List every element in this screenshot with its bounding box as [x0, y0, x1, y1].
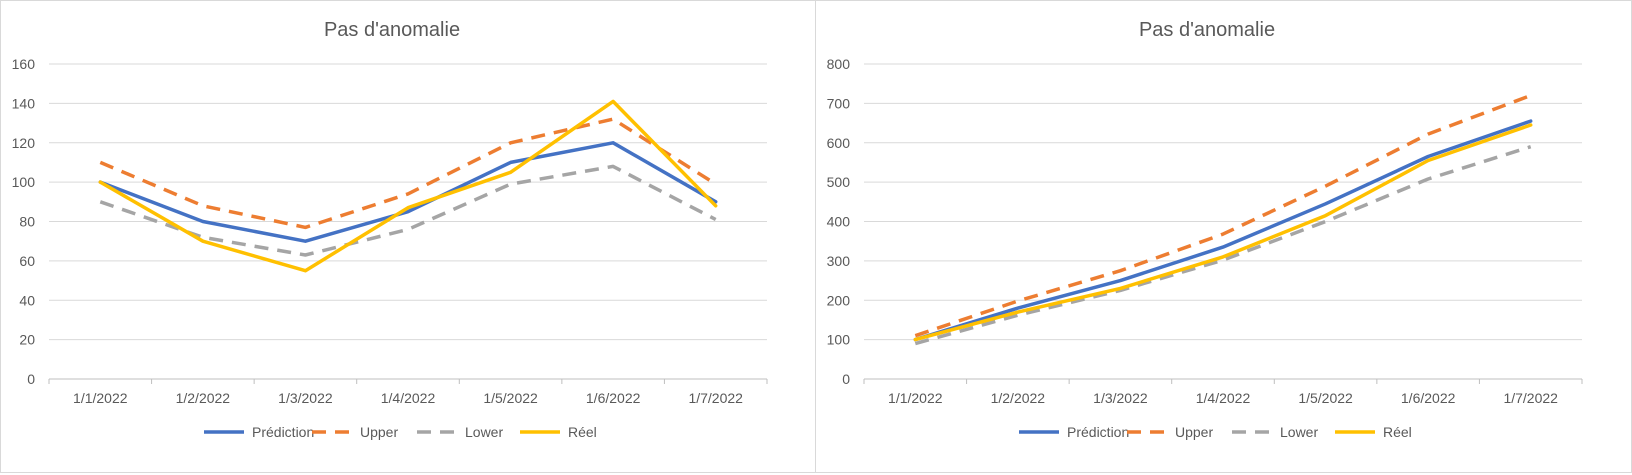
legend-label: Lower [465, 424, 503, 440]
legend-item: Upper [312, 424, 398, 440]
legend-label: Upper [1175, 424, 1213, 440]
legend-label: Upper [360, 424, 398, 440]
y-tick-label: 100 [827, 332, 851, 348]
x-tick-label: 1/5/2022 [1298, 390, 1353, 406]
series-line-rel [98, 99, 718, 273]
line-chart-left: Pas d'anomalie 0 20 40 60 80 100 120 140 160 1/1/2… [12, 19, 768, 440]
x-tick-label: 1/2/2022 [991, 390, 1046, 406]
series-line-lower [914, 145, 1532, 346]
legend-label: Prédiction [252, 424, 314, 440]
y-tick-label: 0 [27, 371, 35, 387]
x-tick-label: 1/7/2022 [688, 390, 743, 406]
legend-item: Upper [1127, 424, 1213, 440]
x-tick-label: 1/3/2022 [1093, 390, 1148, 406]
series-line-prdiction [98, 141, 718, 243]
chart-panel-right: Pas d'anomalie 0 100 200 300 400 500 600 700 800 1… [815, 0, 1632, 473]
legend-item: Prédiction [204, 424, 314, 440]
y-tick-label: 140 [12, 95, 36, 111]
series-line-upper [99, 117, 717, 230]
y-tick-label: 60 [19, 253, 35, 269]
legend-label: Réel [568, 424, 597, 440]
x-tick-label: 1/5/2022 [483, 390, 538, 406]
legend-item: Lower [1232, 424, 1318, 440]
legend-item: Réel [520, 424, 597, 440]
y-tick-label: 600 [827, 135, 851, 151]
x-tick-label: 1/2/2022 [176, 390, 231, 406]
legend-label: Prédiction [1067, 424, 1129, 440]
series-line-lower [99, 164, 717, 257]
y-tick-label: 500 [827, 174, 851, 190]
legend-item: Réel [1335, 424, 1412, 440]
y-tick-label: 160 [12, 56, 36, 72]
y-tick-label: 200 [827, 292, 851, 308]
chart-title: Pas d'anomalie [324, 19, 460, 41]
chart-panel-left: Pas d'anomalie 0 20 40 60 80 100 120 140 160 1/1/2… [0, 0, 816, 473]
x-tick-label: 1/3/2022 [278, 390, 333, 406]
y-tick-label: 120 [12, 135, 36, 151]
chart-title: Pas d'anomalie [1139, 19, 1275, 41]
y-tick-label: 800 [827, 56, 851, 72]
line-chart-right: Pas d'anomalie 0 100 200 300 400 500 600 700 800 1… [827, 19, 1583, 440]
y-tick-label: 20 [19, 332, 35, 348]
y-tick-label: 40 [19, 292, 35, 308]
y-tick-label: 80 [19, 214, 35, 230]
y-tick-label: 700 [827, 95, 851, 111]
series-line-rel [913, 123, 1533, 342]
y-tick-label: 0 [842, 371, 850, 387]
series-line-prdiction [913, 119, 1533, 342]
x-tick-label: 1/7/2022 [1503, 390, 1558, 406]
x-tick-label: 1/1/2022 [888, 390, 943, 406]
series-line-upper [914, 93, 1532, 338]
x-tick-label: 1/6/2022 [1401, 390, 1456, 406]
x-tick-label: 1/4/2022 [1196, 390, 1251, 406]
x-tick-label: 1/4/2022 [381, 390, 436, 406]
legend-label: Lower [1280, 424, 1318, 440]
y-tick-label: 300 [827, 253, 851, 269]
x-tick-label: 1/1/2022 [73, 390, 128, 406]
legend-item: Lower [417, 424, 503, 440]
x-tick-label: 1/6/2022 [586, 390, 641, 406]
legend-label: Réel [1383, 424, 1412, 440]
legend-item: Prédiction [1019, 424, 1129, 440]
y-tick-label: 400 [827, 214, 851, 230]
y-tick-label: 100 [12, 174, 36, 190]
